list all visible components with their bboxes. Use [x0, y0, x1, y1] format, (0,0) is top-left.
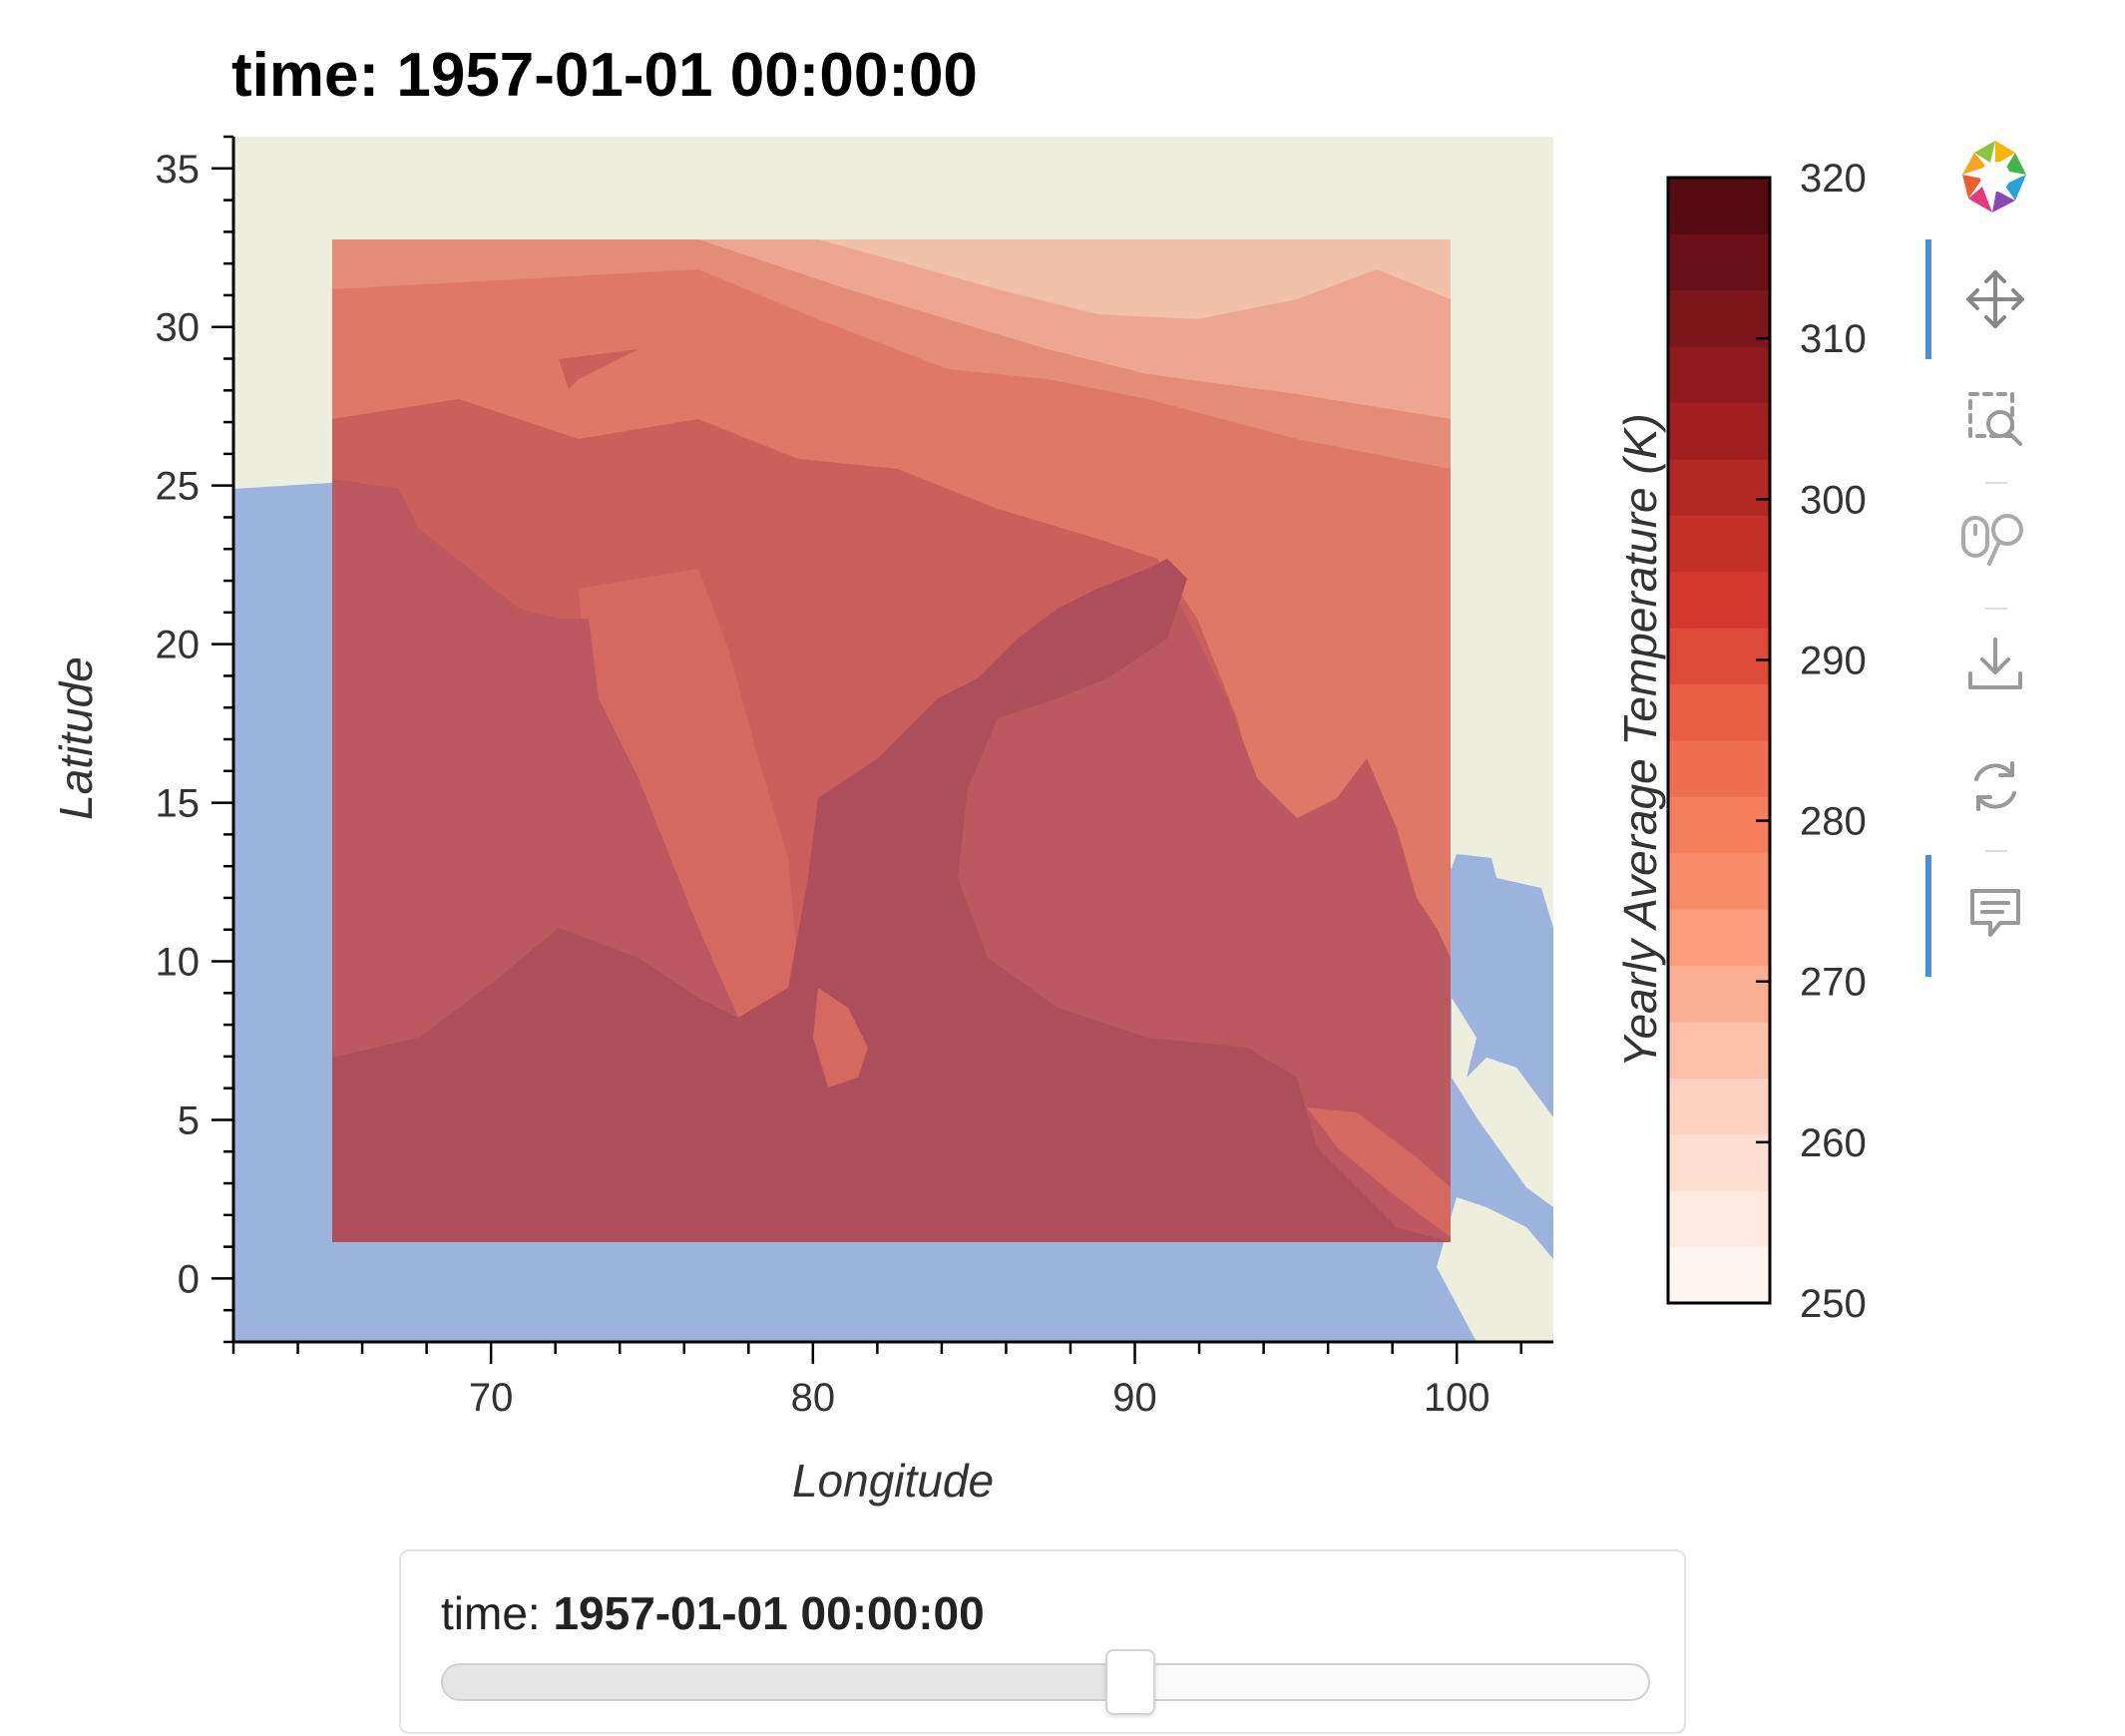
colorbar-swatch	[1668, 852, 1770, 910]
colorbar: 250 260 270 280 290 300 310 320 Yearly Average …	[1614, 157, 1867, 1326]
chart-canvas[interactable]: 0 5 10 15 20 25 30 35 70 80 90 100 Longitude Latit…	[0, 0, 2125, 1536]
colorbar-swatch	[1668, 965, 1770, 1023]
colorbar-swatch	[1668, 683, 1770, 741]
y-tick-label: 5	[178, 1098, 200, 1142]
y-tick-label: 25	[156, 465, 201, 509]
x-axis-title: Longitude	[792, 1455, 994, 1507]
plot-title: time: 1957-01-01 00:00:00	[231, 41, 978, 110]
colorbar-swatch	[1668, 1190, 1770, 1248]
land-peninsula-east	[1452, 998, 1553, 1197]
x-tick-label: 70	[469, 1376, 514, 1420]
colorbar-swatch	[1668, 233, 1770, 291]
colorbar-tick-label: 270	[1800, 961, 1867, 1005]
colorbar-swatch	[1668, 571, 1770, 629]
colorbar-swatch	[1668, 740, 1770, 797]
colorbar-swatch	[1668, 402, 1770, 460]
colorbar-swatch	[1668, 178, 1770, 234]
plot-toolbar	[1925, 130, 2065, 988]
y-tick-label: 30	[156, 306, 201, 350]
y-axis: 0 5 10 15 20 25 30 35	[156, 135, 235, 1344]
contour-band-268	[698, 239, 1451, 319]
y-tick-label: 35	[156, 148, 201, 192]
colorbar-swatch	[1668, 346, 1770, 404]
colorbar-swatch	[1668, 515, 1770, 573]
contour-band-292-north	[559, 349, 638, 389]
x-tick-label: 80	[791, 1376, 836, 1420]
time-slider-label: time: 1957-01-01 00:00:00	[441, 1587, 985, 1639]
colorbar-tick-label: 260	[1800, 1121, 1867, 1165]
x-tick-label: 100	[1424, 1376, 1490, 1420]
time-slider-widget: time: 1957-01-01 00:00:00	[399, 1549, 1686, 1734]
time-slider-fill	[443, 1665, 1132, 1699]
colorbar-tick-label: 280	[1800, 800, 1867, 844]
y-tick-label: 20	[156, 624, 201, 667]
colorbar-tick-label: 320	[1800, 157, 1867, 201]
temperature-contours	[332, 239, 1451, 1242]
time-slider-track[interactable]	[441, 1663, 1650, 1701]
colorbar-swatch	[1668, 1246, 1770, 1304]
colorbar-tick-label: 310	[1800, 317, 1867, 361]
wheel-zoom-icon[interactable]	[1947, 491, 2043, 587]
colorbar-tick-label: 290	[1800, 639, 1867, 682]
hover-icon[interactable]	[1947, 864, 2043, 960]
colorbar-swatch	[1668, 1133, 1770, 1191]
colorbar-swatch	[1668, 796, 1770, 854]
y-tick-label: 0	[178, 1257, 200, 1301]
colorbar-swatch	[1668, 289, 1770, 347]
x-tick-label: 90	[1112, 1376, 1157, 1420]
time-slider-value: 1957-01-01 00:00:00	[553, 1587, 985, 1639]
bokeh-logo-icon[interactable]	[1947, 130, 2043, 225]
time-slider-handle[interactable]	[1104, 1649, 1155, 1715]
colorbar-title: Yearly Average Temperature (K)	[1614, 413, 1666, 1067]
colorbar-swatch	[1668, 628, 1770, 685]
contour-band-290-ceylon	[813, 988, 868, 1087]
colorbar-swatch	[1668, 1078, 1770, 1135]
colorbar-swatch	[1668, 459, 1770, 516]
contour-band-288	[579, 569, 798, 1018]
y-tick-label: 15	[156, 782, 201, 826]
colorbar-swatch	[1668, 1022, 1770, 1079]
reset-icon[interactable]	[1947, 738, 2043, 834]
y-tick-label: 10	[156, 941, 201, 985]
x-axis: 70 80 90 100	[231, 1340, 1553, 1420]
y-axis-title: Latitude	[50, 656, 102, 820]
box-zoom-icon[interactable]	[1947, 371, 2043, 467]
save-icon[interactable]	[1947, 617, 2043, 712]
contour-band-298	[332, 559, 1451, 1242]
colorbar-tick-label: 300	[1800, 478, 1867, 522]
colorbar-swatch	[1668, 909, 1770, 967]
contour-band-290-south	[1307, 1107, 1451, 1237]
pan-icon[interactable]	[1947, 251, 2043, 347]
colorbar-tick-label: 250	[1800, 1282, 1867, 1326]
